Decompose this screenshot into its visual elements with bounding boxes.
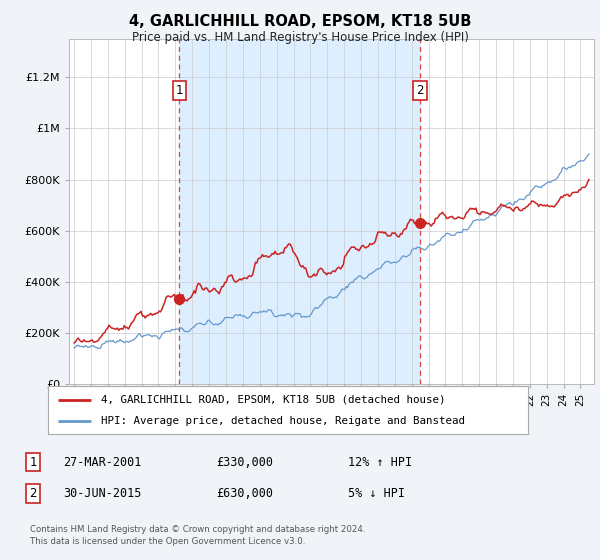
Text: This data is licensed under the Open Government Licence v3.0.: This data is licensed under the Open Gov…	[30, 537, 305, 546]
Text: 27-MAR-2001: 27-MAR-2001	[63, 455, 142, 469]
Text: 2: 2	[29, 487, 37, 501]
Text: HPI: Average price, detached house, Reigate and Banstead: HPI: Average price, detached house, Reig…	[101, 416, 465, 426]
Text: 1: 1	[29, 455, 37, 469]
Text: Price paid vs. HM Land Registry's House Price Index (HPI): Price paid vs. HM Land Registry's House …	[131, 31, 469, 44]
Text: 1: 1	[175, 84, 183, 97]
Text: 12% ↑ HPI: 12% ↑ HPI	[348, 455, 412, 469]
Text: 30-JUN-2015: 30-JUN-2015	[63, 487, 142, 501]
Text: Contains HM Land Registry data © Crown copyright and database right 2024.: Contains HM Land Registry data © Crown c…	[30, 525, 365, 534]
Text: £330,000: £330,000	[216, 455, 273, 469]
Text: 4, GARLICHHILL ROAD, EPSOM, KT18 5UB (detached house): 4, GARLICHHILL ROAD, EPSOM, KT18 5UB (de…	[101, 395, 445, 405]
Text: 2: 2	[416, 84, 424, 97]
Text: 5% ↓ HPI: 5% ↓ HPI	[348, 487, 405, 501]
Bar	[179, 39, 420, 384]
Text: £630,000: £630,000	[216, 487, 273, 501]
Text: 4, GARLICHHILL ROAD, EPSOM, KT18 5UB: 4, GARLICHHILL ROAD, EPSOM, KT18 5UB	[129, 14, 471, 29]
